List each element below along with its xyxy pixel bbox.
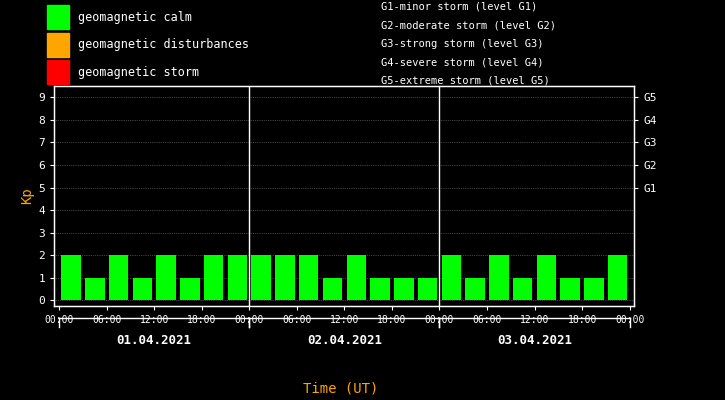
Bar — [276, 255, 294, 300]
Bar — [465, 278, 485, 300]
Bar — [394, 278, 413, 300]
Text: 02.04.2021: 02.04.2021 — [307, 334, 382, 347]
Bar — [180, 278, 199, 300]
Text: 01.04.2021: 01.04.2021 — [117, 334, 191, 347]
Bar — [489, 255, 509, 300]
Text: Time (UT): Time (UT) — [303, 382, 378, 396]
Bar — [157, 255, 176, 300]
Text: geomagnetic disturbances: geomagnetic disturbances — [78, 38, 249, 51]
Bar — [347, 255, 366, 300]
Bar — [442, 255, 461, 300]
Bar — [418, 278, 437, 300]
Bar — [513, 278, 532, 300]
Bar — [62, 255, 80, 300]
FancyBboxPatch shape — [47, 33, 69, 57]
Text: G1-minor storm (level G1): G1-minor storm (level G1) — [381, 2, 537, 12]
Bar — [560, 278, 580, 300]
Bar — [323, 278, 342, 300]
Bar — [85, 278, 104, 300]
Text: geomagnetic storm: geomagnetic storm — [78, 66, 199, 79]
Bar — [299, 255, 318, 300]
FancyBboxPatch shape — [47, 5, 69, 29]
Bar — [133, 278, 152, 300]
Text: G2-moderate storm (level G2): G2-moderate storm (level G2) — [381, 20, 555, 30]
Bar — [252, 255, 271, 300]
Text: G3-strong storm (level G3): G3-strong storm (level G3) — [381, 39, 543, 49]
Bar — [584, 278, 604, 300]
Bar — [536, 255, 556, 300]
Y-axis label: Kp: Kp — [20, 188, 34, 204]
Bar — [608, 255, 627, 300]
Text: G4-severe storm (level G4): G4-severe storm (level G4) — [381, 57, 543, 67]
Bar — [204, 255, 223, 300]
FancyBboxPatch shape — [47, 60, 69, 84]
Bar — [370, 278, 390, 300]
Bar — [228, 255, 247, 300]
Text: 03.04.2021: 03.04.2021 — [497, 334, 572, 347]
Text: G5-extreme storm (level G5): G5-extreme storm (level G5) — [381, 76, 550, 86]
Bar — [109, 255, 128, 300]
Text: geomagnetic calm: geomagnetic calm — [78, 11, 191, 24]
